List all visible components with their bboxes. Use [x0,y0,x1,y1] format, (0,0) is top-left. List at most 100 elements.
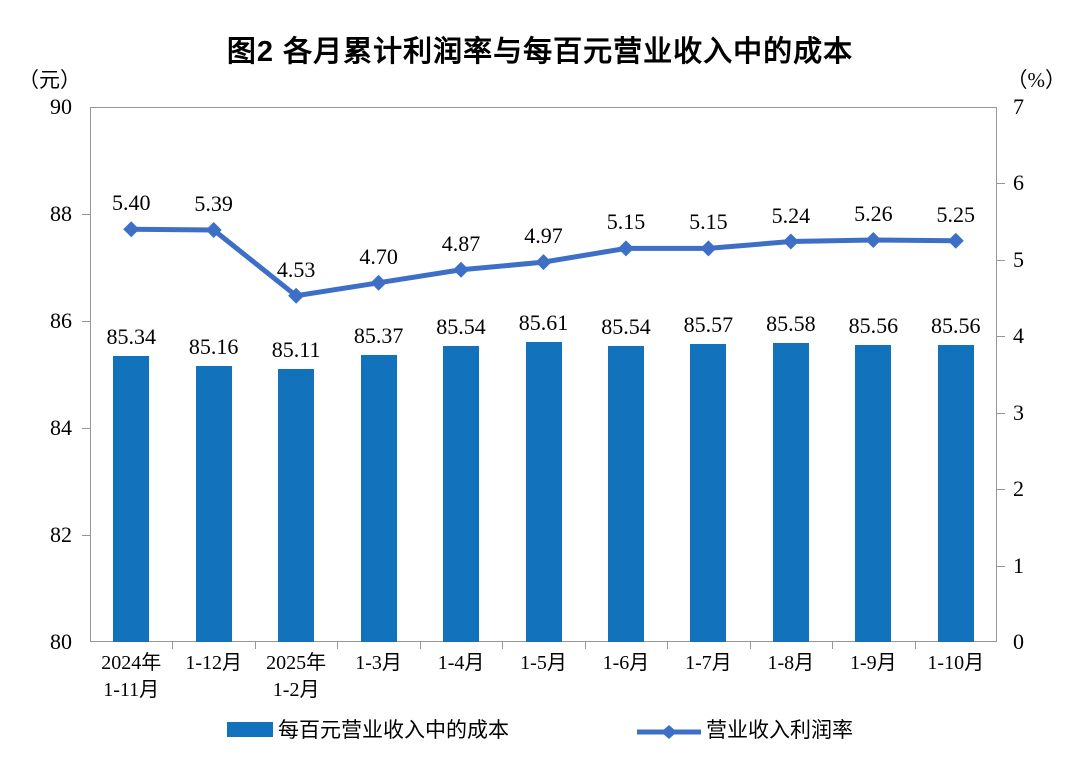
line-marker-diamond [947,232,964,249]
line-value-label: 4.97 [524,223,563,249]
line-marker-diamond [205,222,222,239]
x-axis-category-label: 1-4月 [406,650,516,677]
left-axis-tick-label: 90 [50,94,72,119]
x-axis-tickmark [584,642,586,649]
line-marker-diamond [700,240,717,257]
right-axis-tick-label: 3 [1013,399,1024,425]
x-axis-tickmark [254,642,256,649]
x-axis-tickmark [337,642,339,649]
legend-line-icon [637,725,701,739]
line-marker-diamond [123,221,140,238]
x-axis-category-label: 1-5月 [489,650,599,677]
left-axis-tick-label: 84 [50,415,72,440]
legend: 每百元营业收入中的成本 营业收入利润率 [0,714,1080,744]
x-axis-category-label: 1-10月 [901,650,1011,677]
x-axis-category-label: 2024年 1-11月 [76,650,186,704]
right-axis-tickmark [997,259,1005,261]
line-marker-diamond [288,287,305,304]
line-value-label: 5.26 [854,200,893,226]
x-axis-label-line: 1-8月 [767,652,815,674]
line-value-label: 5.24 [771,202,811,228]
bar [113,356,150,642]
bar-value-label: 85.37 [353,322,404,348]
left-axis-tick-label: 80 [50,629,72,654]
legend-label-profit-margin: 营业收入利润率 [706,718,853,742]
bar-value-label: 85.58 [766,311,816,337]
x-axis-category-label: 2025年 1-2月 [241,650,351,704]
right-axis-tickmark [997,336,1005,338]
right-axis-tickmark [997,412,1005,414]
x-axis-tickmark [419,642,421,649]
bar-value-label: 85.54 [436,313,486,339]
x-axis-label-line: 2024年 [101,652,162,674]
x-axis-label-line: 1-10月 [927,652,985,674]
line-value-label: 5.25 [936,201,976,227]
line-value-label: 4.53 [276,256,316,282]
left-axis-tick-label: 82 [50,522,72,547]
line-marker-diamond [370,274,387,291]
chart-title: 图2 各月累计利润率与每百元营业收入中的成本 [226,36,854,68]
line-marker-diamond [617,240,634,257]
bar [690,344,727,642]
line-marker-diamond [453,261,470,278]
line-series-swatch-icon [637,721,701,739]
left-axis-unit: （元） [18,68,81,92]
left-axis-tickmark [82,321,90,322]
bar [360,354,397,642]
x-axis-label-line: 1-4月 [437,652,485,674]
x-axis-label-line: 1-9月 [849,652,897,674]
x-axis-label-line: 2025年 [266,652,327,674]
profit-margin-line [123,221,964,304]
x-axis-label-line: 1-3月 [355,652,402,674]
x-axis-label-line: 1-7月 [685,652,732,674]
line-value-label: 4.87 [441,230,481,256]
left-axis-tick-label: 86 [50,308,72,333]
bar-value-label: 85.56 [931,312,981,338]
x-axis-category-label: 1-3月 [324,650,434,677]
legend-label-cost: 每百元营业收入中的成本 [278,718,509,742]
bar-value-label: 85.56 [848,312,899,338]
right-axis-tick-label: 0 [1013,629,1024,654]
x-axis-tickmark [749,642,751,649]
bar [855,344,892,642]
bar-value-label: 85.54 [601,313,651,339]
bar [195,365,232,642]
x-axis-label-line: 1-11月 [103,679,160,701]
line-value-label: 5.15 [606,209,646,235]
x-axis-tickmark [172,642,174,649]
bar [937,344,974,642]
line-value-label: 5.39 [194,191,233,217]
x-axis-category-label: 1-7月 [653,650,763,677]
x-axis-category-label: 1-6月 [571,650,681,677]
x-axis-category-label: 1-8月 [736,650,846,677]
bar [607,345,644,642]
x-axis-tickmark [914,642,916,649]
bar-value-label: 85.16 [188,333,239,359]
right-axis-tickmark [997,565,1005,567]
right-axis-tick-label: 7 [1013,94,1024,119]
x-axis-label-line: 1-5月 [520,652,567,674]
x-axis-label-line: 1-6月 [602,652,650,674]
right-axis-tickmark [997,183,1005,185]
x-axis-tickmark [667,642,669,649]
line-value-label: 5.40 [111,190,151,216]
x-axis-category-label: 1-9月 [818,650,928,677]
line-marker-diamond [535,254,552,271]
right-axis-tick-label: 4 [1013,323,1024,349]
line-marker-diamond [782,233,799,250]
bar-value-label: 85.61 [518,309,569,335]
right-axis-tickmark [997,489,1005,491]
right-axis-tick-label: 1 [1013,552,1024,578]
line-value-label: 4.70 [359,243,398,269]
legend-item-profit-margin: 营业收入利润率 [637,714,853,744]
left-axis-tick-label: 88 [50,201,72,226]
bar [525,341,562,642]
line-marker-diamond [865,231,882,248]
line-value-label: 5.15 [689,209,728,235]
x-axis-category-label: 1-12月 [159,650,269,677]
right-axis-tick-label: 2 [1013,476,1024,502]
left-axis-tickmark [82,428,90,429]
right-axis-tick-label: 6 [1013,170,1024,196]
x-axis-label-line: 1-12月 [185,652,242,674]
left-axis-tickmark [82,535,90,536]
